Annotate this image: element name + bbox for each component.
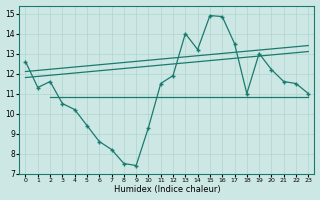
X-axis label: Humidex (Indice chaleur): Humidex (Indice chaleur)	[114, 185, 220, 194]
